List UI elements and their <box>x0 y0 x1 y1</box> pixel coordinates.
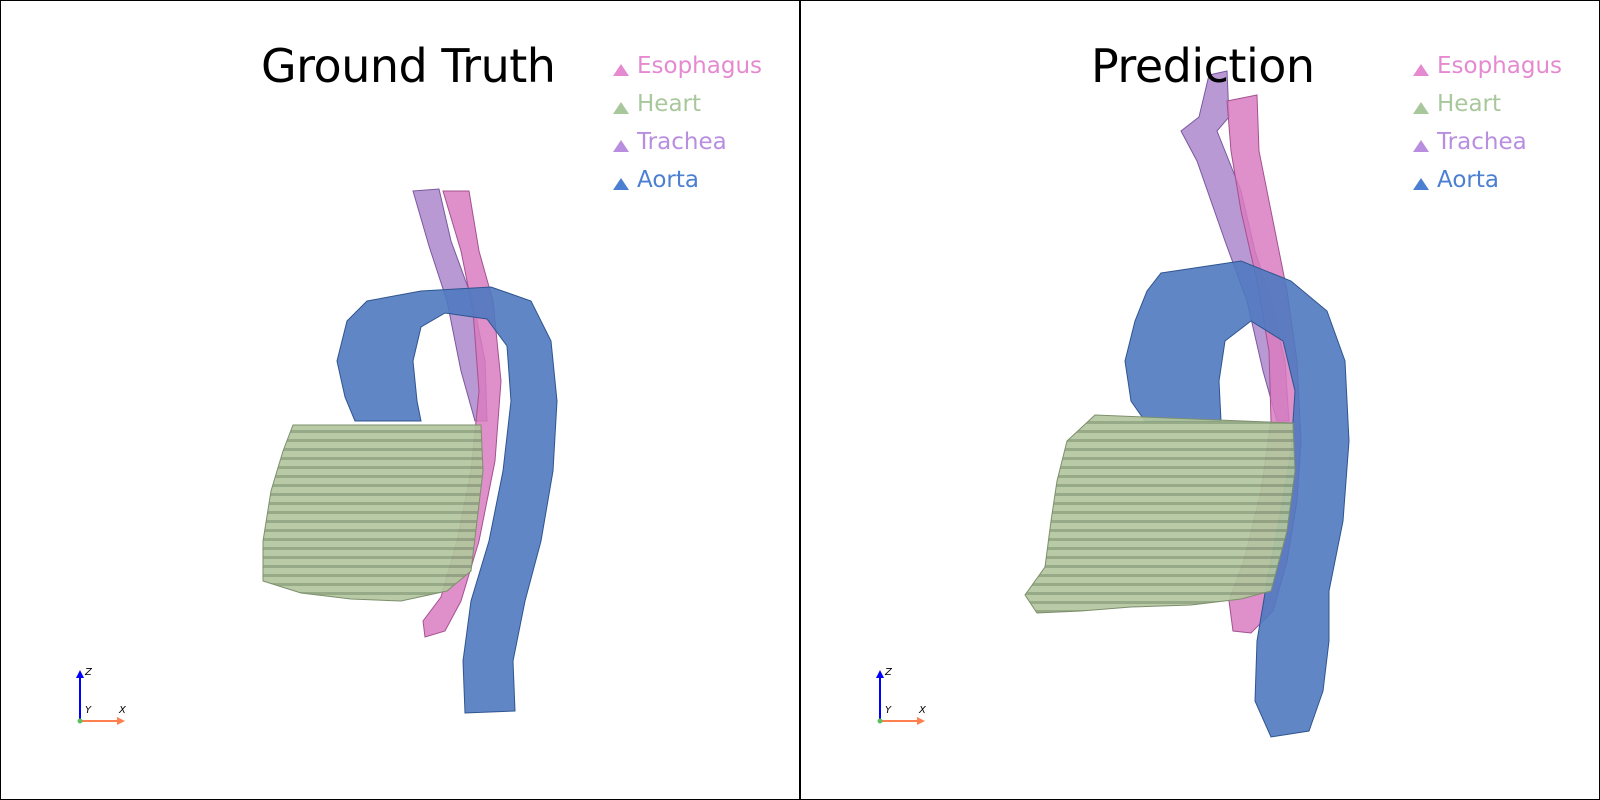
panel-title: Ground Truth <box>261 39 556 93</box>
legend-label: Trachea <box>637 129 727 155</box>
axis-label-z: Z <box>885 667 892 678</box>
triangle-icon <box>1413 102 1429 114</box>
legend-label: Trachea <box>1437 129 1527 155</box>
legend-label: Aorta <box>1437 167 1499 193</box>
orientation-axes: Z Y X <box>71 667 141 729</box>
axis-label-z: Z <box>85 667 92 678</box>
legend-item-aorta: Aorta <box>613 161 762 199</box>
ground-truth-3d-render <box>262 188 558 714</box>
legend-item-trachea: Trachea <box>613 123 762 161</box>
axis-label-y: Y <box>885 705 892 716</box>
triangle-icon <box>613 64 629 76</box>
triangle-icon <box>613 102 629 114</box>
legend-item-aorta: Aorta <box>1413 161 1562 199</box>
triangle-icon <box>1413 178 1429 190</box>
legend-item-trachea: Trachea <box>1413 123 1562 161</box>
triangle-icon <box>1413 140 1429 152</box>
triangle-icon <box>1413 64 1429 76</box>
axes-icon <box>876 670 925 725</box>
prediction-panel: Prediction Esophagus Heart Trachea Aorta… <box>800 0 1600 800</box>
prediction-3d-render <box>1024 70 1350 738</box>
axes-icon <box>76 670 125 725</box>
triangle-icon <box>613 140 629 152</box>
triangle-icon <box>613 178 629 190</box>
aorta-mesh <box>336 286 558 714</box>
legend-item-esophagus: Esophagus <box>1413 47 1562 85</box>
axis-label-x: X <box>119 705 126 716</box>
legend-label: Heart <box>637 91 702 117</box>
heart-mesh <box>1024 414 1296 614</box>
orientation-axes: Z Y X <box>871 667 941 729</box>
axis-label-x: X <box>919 705 926 716</box>
legend-label: Esophagus <box>1437 53 1563 79</box>
panel-title: Prediction <box>1091 39 1315 93</box>
legend-item-heart: Heart <box>613 85 762 123</box>
heart-mesh <box>262 424 484 602</box>
legend: Esophagus Heart Trachea Aorta <box>1413 47 1562 199</box>
legend-label: Heart <box>1437 91 1502 117</box>
legend-label: Aorta <box>637 167 699 193</box>
legend-item-esophagus: Esophagus <box>613 47 762 85</box>
axis-label-y: Y <box>85 705 92 716</box>
legend-item-heart: Heart <box>1413 85 1562 123</box>
ground-truth-panel: Ground Truth Esophagus Heart Trachea Aor… <box>0 0 800 800</box>
legend: Esophagus Heart Trachea Aorta <box>613 47 762 199</box>
legend-label: Esophagus <box>637 53 763 79</box>
